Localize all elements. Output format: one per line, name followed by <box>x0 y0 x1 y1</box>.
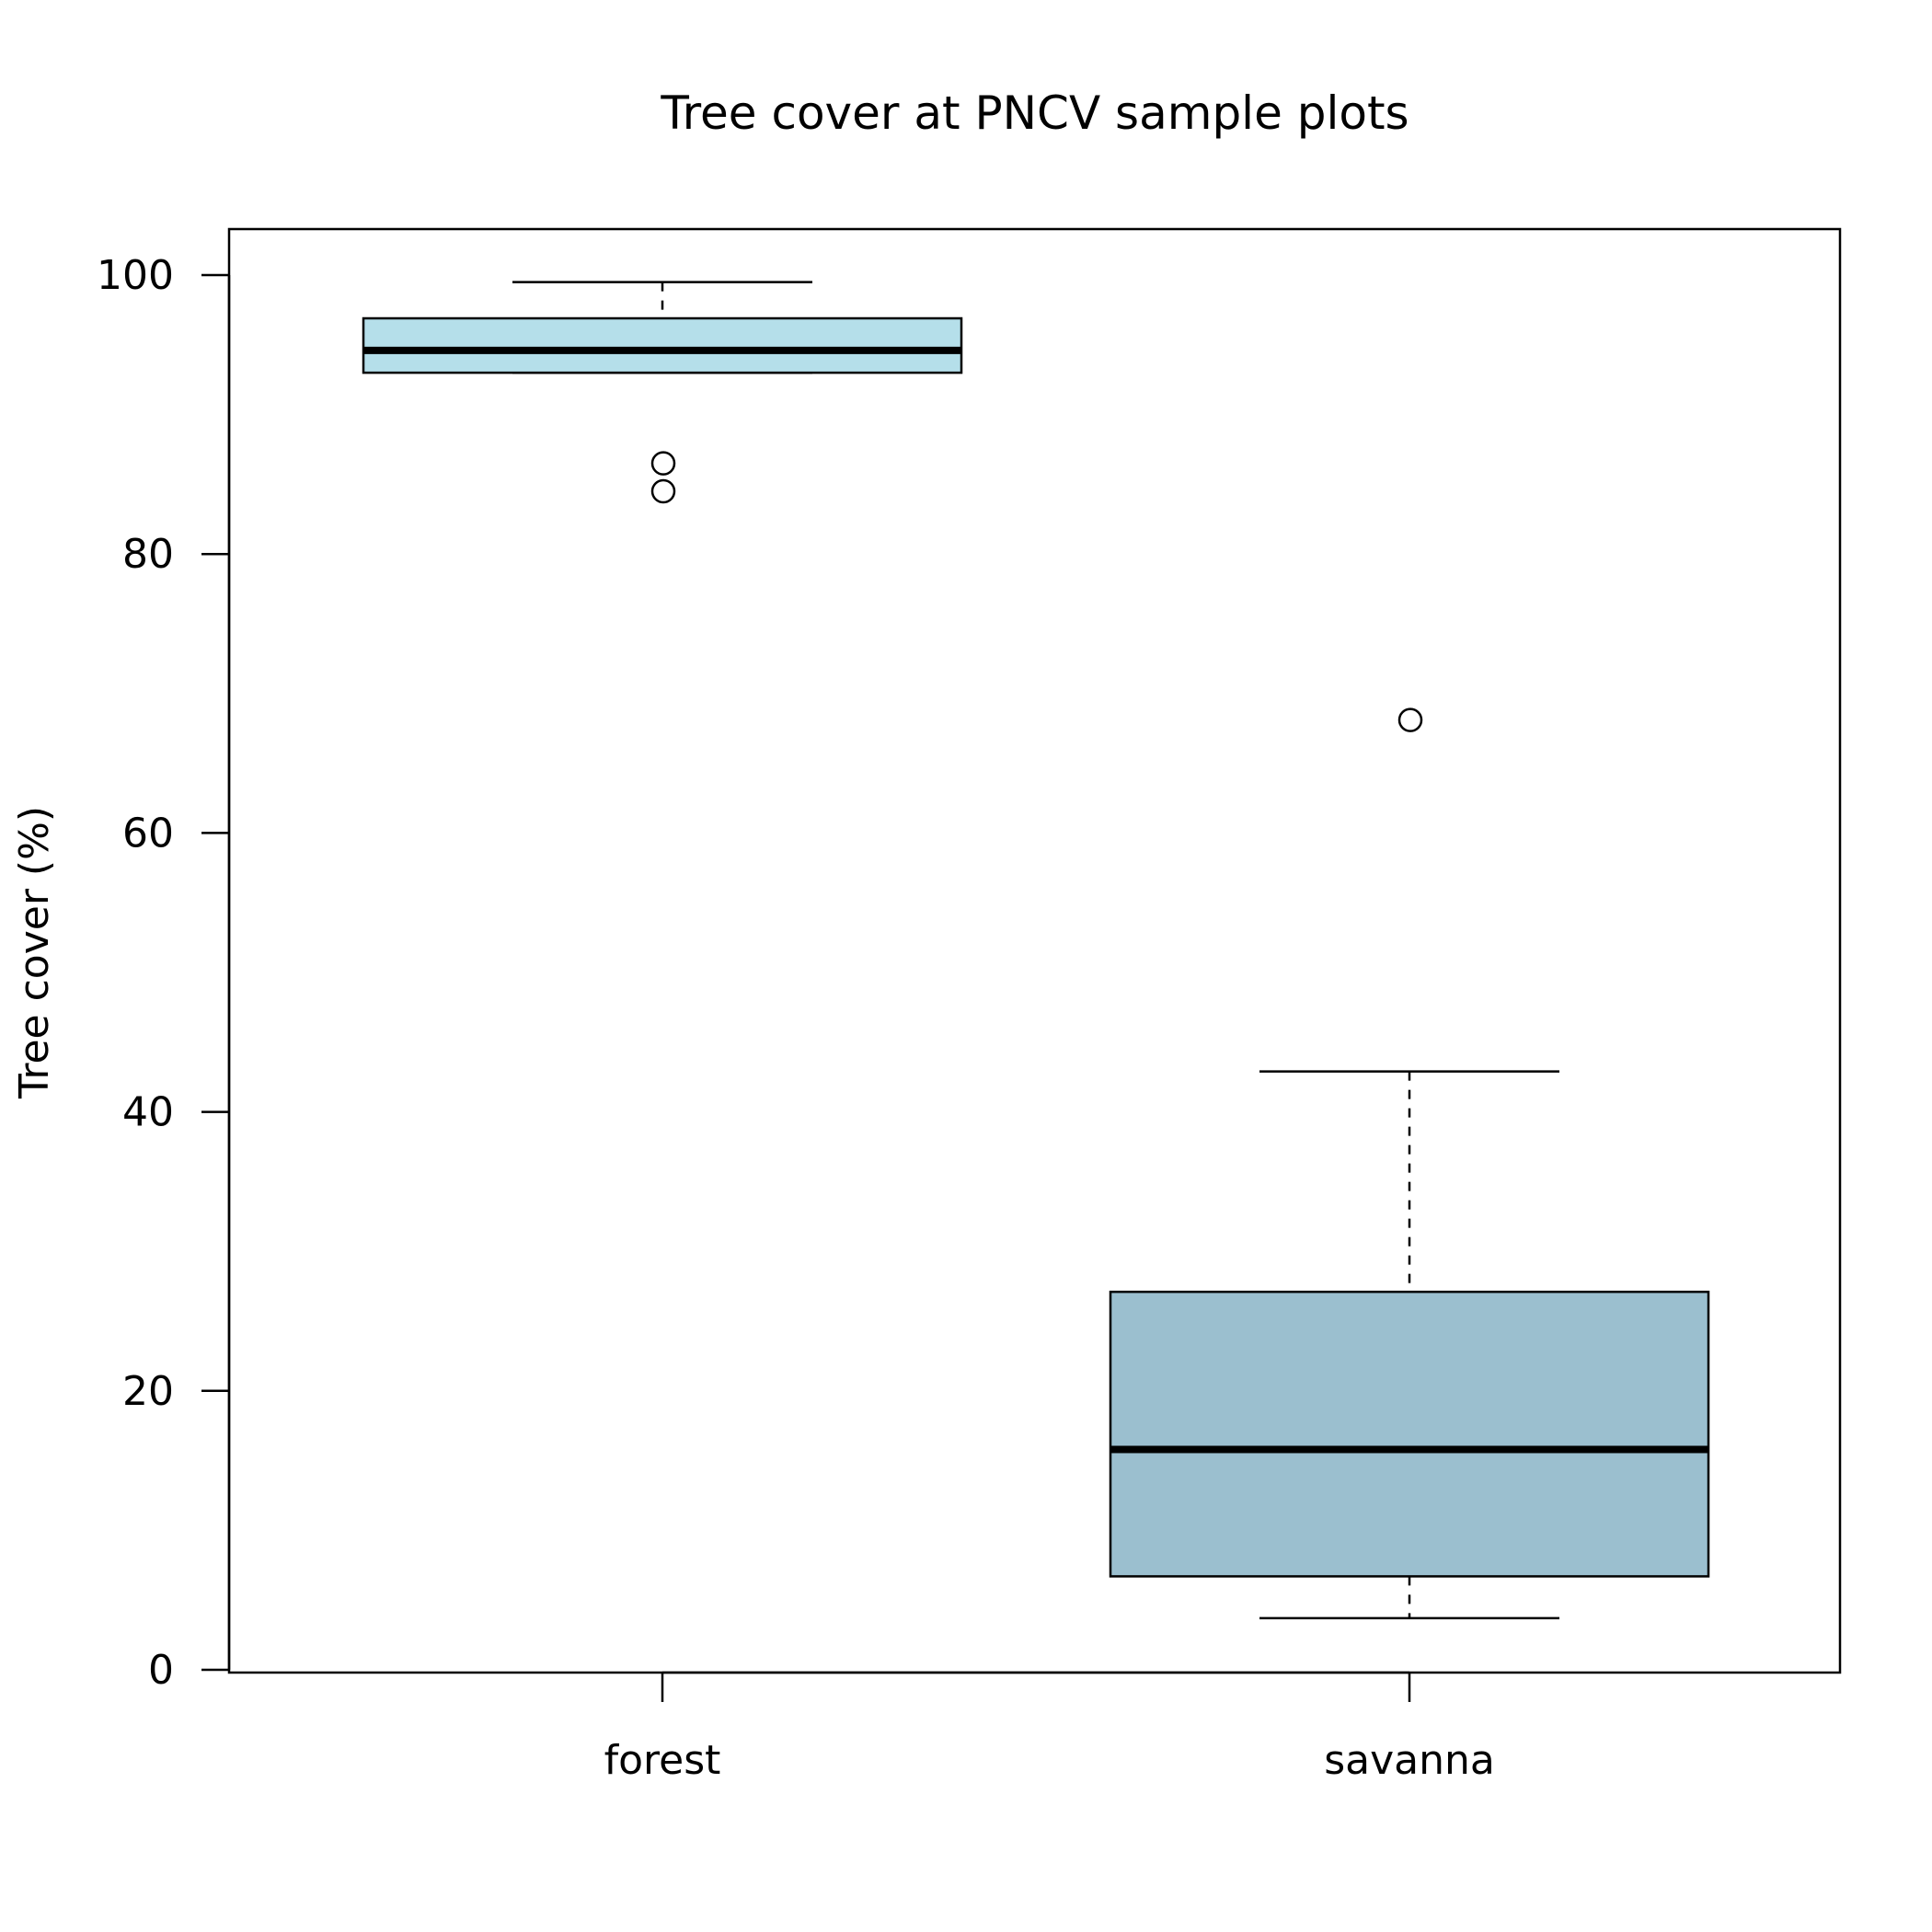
outlier-point <box>1397 707 1423 732</box>
y-tick-label: 60 <box>122 810 174 857</box>
y-axis: 0 20 40 60 80 100 <box>97 252 231 1694</box>
y-tick-label: 100 <box>97 252 174 299</box>
box-forest <box>362 281 963 504</box>
chart-title: Tree cover at PNCV sample plots <box>660 86 1409 140</box>
y-tick-label: 80 <box>122 531 174 578</box>
box-iqr <box>362 316 963 374</box>
box-iqr <box>1109 1290 1710 1578</box>
x-tick-label-savanna: savanna <box>1324 1737 1495 1784</box>
y-axis-label: Tree cover (%) <box>11 806 58 1099</box>
y-tick-label: 0 <box>148 1647 174 1694</box>
x-tick-label-forest: forest <box>604 1737 721 1784</box>
outlier-point <box>650 451 676 476</box>
y-tick-label: 40 <box>122 1089 174 1136</box>
y-tick-label: 20 <box>122 1368 174 1415</box>
box-savanna <box>1109 707 1710 1620</box>
outlier-point <box>650 478 676 504</box>
x-axis: forest savanna <box>604 1671 1495 1784</box>
boxes-layer <box>362 281 1710 1620</box>
